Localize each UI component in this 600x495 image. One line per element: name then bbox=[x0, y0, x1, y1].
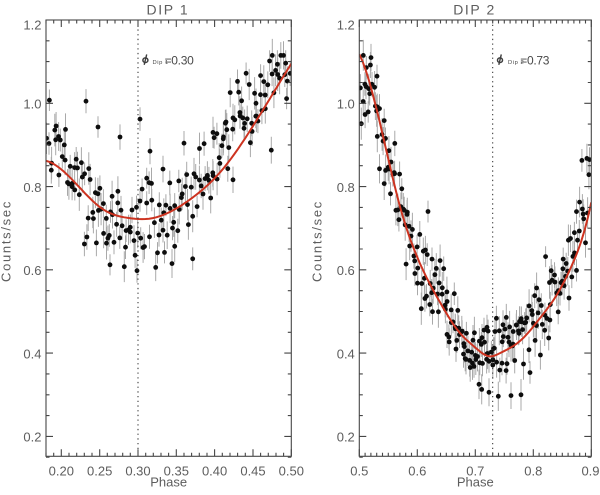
svg-text:0.8: 0.8 bbox=[524, 464, 542, 479]
svg-text:Counts/sec: Counts/sec bbox=[0, 200, 14, 282]
svg-text:0.6: 0.6 bbox=[408, 464, 426, 479]
svg-text:0.25: 0.25 bbox=[87, 464, 112, 479]
svg-text:0.45: 0.45 bbox=[240, 464, 265, 479]
svg-text:Dip 2: Dip 2 bbox=[508, 60, 524, 66]
svg-text:1.2: 1.2 bbox=[337, 17, 355, 32]
svg-text:Phase: Phase bbox=[457, 475, 494, 490]
svg-text:1.0: 1.0 bbox=[337, 97, 355, 112]
svg-text:0.5: 0.5 bbox=[350, 464, 368, 479]
svg-text:0.9: 0.9 bbox=[581, 464, 599, 479]
svg-text:0.4: 0.4 bbox=[337, 346, 355, 361]
svg-text:Phase: Phase bbox=[150, 475, 187, 490]
svg-text:0.30: 0.30 bbox=[125, 464, 150, 479]
svg-text:0.50: 0.50 bbox=[279, 464, 304, 479]
svg-text:0.8: 0.8 bbox=[337, 180, 355, 195]
svg-text:0.2: 0.2 bbox=[337, 430, 355, 445]
svg-text:0.40: 0.40 bbox=[202, 464, 227, 479]
svg-text:0.7: 0.7 bbox=[466, 464, 484, 479]
svg-text:Dip 1: Dip 1 bbox=[153, 60, 169, 66]
svg-text:0.2: 0.2 bbox=[23, 430, 41, 445]
svg-text:0.6: 0.6 bbox=[337, 263, 355, 278]
svg-text:0.8: 0.8 bbox=[23, 180, 41, 195]
svg-text:1.0: 1.0 bbox=[23, 97, 41, 112]
svg-text:0.4: 0.4 bbox=[23, 346, 41, 361]
svg-text:0.6: 0.6 bbox=[23, 263, 41, 278]
svg-text:=0.30: =0.30 bbox=[165, 54, 194, 68]
svg-text:0.35: 0.35 bbox=[164, 464, 189, 479]
svg-text:0.20: 0.20 bbox=[49, 464, 74, 479]
svg-text:Counts/sec: Counts/sec bbox=[310, 200, 325, 282]
svg-text:=0.73: =0.73 bbox=[520, 54, 549, 68]
svg-text:1.2: 1.2 bbox=[23, 17, 41, 32]
svg-text:DIP 2: DIP 2 bbox=[453, 2, 496, 18]
svg-text:DIP 1: DIP 1 bbox=[147, 2, 190, 18]
